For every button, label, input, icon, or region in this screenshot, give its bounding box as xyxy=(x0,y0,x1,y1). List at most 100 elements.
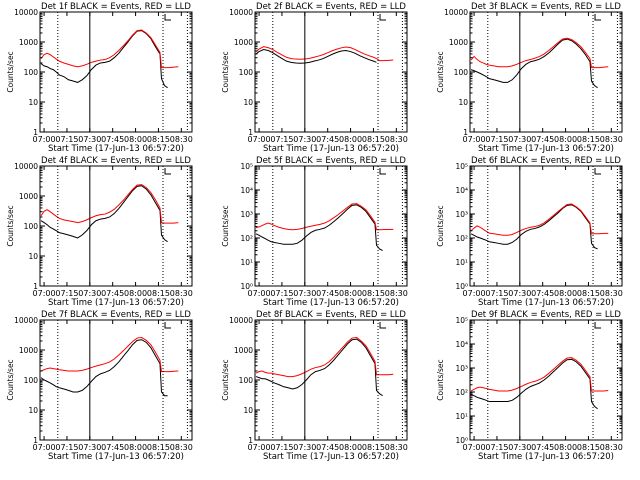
y-tick-label: 10² xyxy=(455,388,468,397)
x-tick-label: 07:15 xyxy=(485,289,508,298)
panel-title: Det 3f BLACK = Events, RED = LLD xyxy=(471,2,621,12)
y-tick-label: 1 xyxy=(33,282,38,291)
x-axis-label: Start Time (17-Jun-13 06:57:20) xyxy=(48,452,184,462)
panel-title: Det 8f BLACK = Events, RED = LLD xyxy=(256,310,406,320)
plot-frame xyxy=(254,165,408,287)
x-axis-label: Start Time (17-Jun-13 06:57:20) xyxy=(478,298,614,308)
y-tick-label: 100 xyxy=(24,68,39,77)
x-tick-label: 07:15 xyxy=(485,135,508,144)
corner-marker xyxy=(164,168,172,175)
x-tick-label: 07:45 xyxy=(531,289,554,298)
corner-marker xyxy=(594,14,602,21)
panel-title: Det 6f BLACK = Events, RED = LLD xyxy=(471,156,621,166)
x-tick-label: 08:30 xyxy=(600,289,623,298)
series-events-line xyxy=(255,204,383,251)
series-events-line xyxy=(470,358,598,410)
y-tick-label: 10⁰ xyxy=(455,282,468,291)
x-tick-label: 07:30 xyxy=(78,289,101,298)
y-tick-label: 10⁴ xyxy=(455,186,468,195)
plot-frame xyxy=(254,11,408,133)
x-tick-label: 08:00 xyxy=(339,135,362,144)
x-tick-label: 08:00 xyxy=(124,289,147,298)
x-tick-label: 08:30 xyxy=(385,289,408,298)
x-axis-label: Start Time (17-Jun-13 06:57:20) xyxy=(48,298,184,308)
x-tick-label: 07:45 xyxy=(531,443,554,452)
x-tick-label: 08:30 xyxy=(170,135,193,144)
x-tick-label: 08:15 xyxy=(577,135,600,144)
x-tick-label: 08:30 xyxy=(385,135,408,144)
y-tick-label: 10³ xyxy=(240,210,253,219)
y-tick-label: 10⁵ xyxy=(455,316,468,325)
plot-frame xyxy=(39,11,193,133)
y-tick-label: 10³ xyxy=(455,364,468,373)
y-tick-label: 10³ xyxy=(455,210,468,219)
x-tick-label: 08:00 xyxy=(554,135,577,144)
x-tick-label: 07:30 xyxy=(293,289,316,298)
x-tick-label: 07:45 xyxy=(101,135,124,144)
x-tick-label: 07:30 xyxy=(293,443,316,452)
x-tick-label: 08:15 xyxy=(362,289,385,298)
corner-marker xyxy=(594,168,602,175)
x-tick-label: 07:45 xyxy=(316,289,339,298)
y-tick-label: 1000 xyxy=(449,38,468,47)
series-events-line xyxy=(255,49,377,64)
x-tick-label: 07:00 xyxy=(33,443,56,452)
corner-marker xyxy=(379,168,387,175)
x-tick-label: 07:15 xyxy=(55,443,78,452)
y-tick-label: 1000 xyxy=(19,346,38,355)
y-tick-label: 10 xyxy=(243,98,253,107)
x-tick-label: 08:30 xyxy=(600,135,623,144)
y-axis-label: Counts/sec xyxy=(436,205,445,246)
x-tick-label: 08:30 xyxy=(385,443,408,452)
x-tick-label: 07:30 xyxy=(78,135,101,144)
y-tick-label: 10⁴ xyxy=(240,186,253,195)
y-tick-label: 10⁵ xyxy=(240,162,253,171)
y-tick-label: 10000 xyxy=(14,162,38,171)
x-tick-label: 07:30 xyxy=(293,135,316,144)
x-tick-label: 07:30 xyxy=(508,289,531,298)
panel-title: Det 7f BLACK = Events, RED = LLD xyxy=(41,310,191,320)
y-tick-label: 10 xyxy=(28,406,38,415)
series-events-line xyxy=(40,339,168,397)
x-axis-label: Start Time (17-Jun-13 06:57:20) xyxy=(263,298,399,308)
y-tick-label: 10¹ xyxy=(240,258,253,267)
y-tick-label: 100 xyxy=(24,222,39,231)
series-events-line xyxy=(255,338,383,397)
y-axis-label: Counts/sec xyxy=(6,359,15,400)
y-tick-label: 1 xyxy=(248,128,253,137)
x-tick-label: 07:45 xyxy=(101,443,124,452)
x-tick-label: 07:00 xyxy=(248,443,271,452)
panel-title: Det 2f BLACK = Events, RED = LLD xyxy=(256,2,406,12)
plot-frame xyxy=(469,319,623,441)
x-tick-label: 08:15 xyxy=(147,135,170,144)
corner-marker xyxy=(164,322,172,329)
x-tick-label: 07:15 xyxy=(55,289,78,298)
y-tick-label: 100 xyxy=(239,376,254,385)
y-axis-label: Counts/sec xyxy=(436,51,445,92)
x-tick-label: 07:30 xyxy=(78,443,101,452)
panel-title: Det 1f BLACK = Events, RED = LLD xyxy=(41,2,191,12)
y-tick-label: 10⁵ xyxy=(455,162,468,171)
y-tick-label: 10¹ xyxy=(455,412,468,421)
x-axis-label: Start Time (17-Jun-13 06:57:20) xyxy=(478,144,614,154)
x-tick-label: 08:00 xyxy=(124,135,147,144)
y-axis-label: Counts/sec xyxy=(6,51,15,92)
y-tick-label: 10 xyxy=(28,252,38,261)
plot-frame xyxy=(39,319,193,441)
x-tick-label: 07:15 xyxy=(270,289,293,298)
x-tick-label: 07:45 xyxy=(101,289,124,298)
series-events-line xyxy=(470,38,598,89)
x-tick-label: 08:00 xyxy=(339,443,362,452)
x-axis-label: Start Time (17-Jun-13 06:57:20) xyxy=(48,144,184,154)
y-axis-label: Counts/sec xyxy=(221,51,230,92)
y-tick-label: 10 xyxy=(458,98,468,107)
y-tick-label: 1 xyxy=(33,436,38,445)
series-lld-line xyxy=(470,203,609,236)
x-tick-label: 07:15 xyxy=(270,443,293,452)
x-tick-label: 08:15 xyxy=(147,289,170,298)
